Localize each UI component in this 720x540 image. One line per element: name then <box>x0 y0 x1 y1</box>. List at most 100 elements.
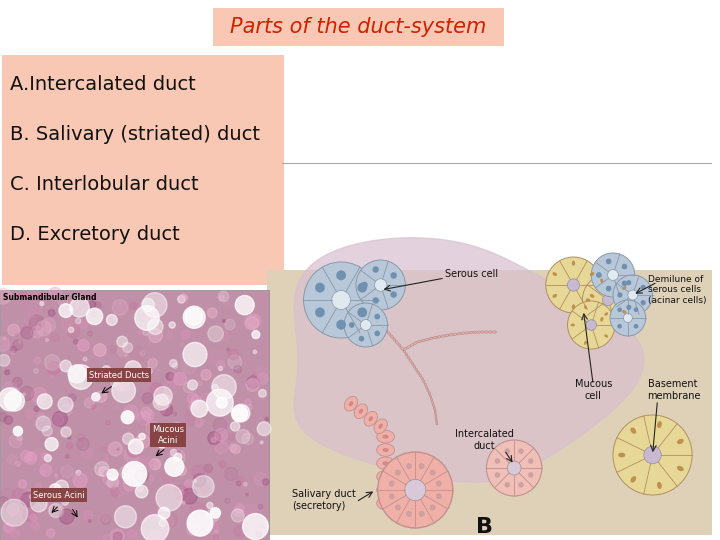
Circle shape <box>88 331 92 336</box>
Circle shape <box>55 475 59 478</box>
Circle shape <box>122 342 132 353</box>
Circle shape <box>25 315 36 326</box>
Circle shape <box>17 435 22 441</box>
Circle shape <box>644 446 661 464</box>
Circle shape <box>173 363 178 368</box>
Circle shape <box>19 341 21 343</box>
Ellipse shape <box>390 335 393 338</box>
Ellipse shape <box>433 336 437 339</box>
Ellipse shape <box>382 501 389 505</box>
Circle shape <box>189 400 200 411</box>
Circle shape <box>359 336 364 341</box>
Ellipse shape <box>430 395 431 398</box>
Ellipse shape <box>379 323 382 326</box>
Circle shape <box>215 441 228 454</box>
Circle shape <box>157 369 159 371</box>
Circle shape <box>212 384 218 390</box>
Circle shape <box>13 340 23 350</box>
Circle shape <box>143 409 154 421</box>
Circle shape <box>158 514 174 529</box>
Ellipse shape <box>436 419 437 422</box>
Circle shape <box>237 477 243 482</box>
Circle shape <box>30 315 44 330</box>
Circle shape <box>37 394 52 409</box>
Circle shape <box>216 397 228 408</box>
Circle shape <box>245 399 251 406</box>
Circle shape <box>94 302 101 309</box>
Circle shape <box>390 272 397 279</box>
Ellipse shape <box>431 401 433 404</box>
Ellipse shape <box>478 332 479 333</box>
Circle shape <box>184 480 193 488</box>
Circle shape <box>107 477 119 488</box>
Circle shape <box>395 504 401 510</box>
Circle shape <box>77 438 89 450</box>
Circle shape <box>197 381 202 386</box>
Circle shape <box>170 373 177 380</box>
Ellipse shape <box>584 305 587 309</box>
Ellipse shape <box>422 378 423 379</box>
Circle shape <box>38 459 46 468</box>
Circle shape <box>405 480 426 501</box>
Circle shape <box>628 290 638 300</box>
Circle shape <box>140 350 145 356</box>
Circle shape <box>143 293 167 318</box>
Circle shape <box>107 469 118 480</box>
Ellipse shape <box>407 346 410 348</box>
Circle shape <box>69 520 74 525</box>
Circle shape <box>256 531 262 537</box>
Circle shape <box>130 302 137 309</box>
Circle shape <box>390 291 397 298</box>
Circle shape <box>180 294 187 301</box>
Circle shape <box>35 357 40 363</box>
Circle shape <box>3 337 6 340</box>
Circle shape <box>30 495 34 499</box>
Circle shape <box>304 262 379 338</box>
Circle shape <box>344 303 387 347</box>
Ellipse shape <box>428 392 431 395</box>
Circle shape <box>247 320 251 323</box>
Circle shape <box>215 428 228 441</box>
Circle shape <box>66 454 69 458</box>
Circle shape <box>505 448 510 454</box>
Circle shape <box>156 504 163 511</box>
Circle shape <box>117 336 127 347</box>
Circle shape <box>107 490 112 495</box>
Ellipse shape <box>489 331 492 333</box>
Circle shape <box>197 403 204 410</box>
Circle shape <box>204 464 212 472</box>
Circle shape <box>4 523 12 532</box>
Circle shape <box>220 465 222 468</box>
Circle shape <box>241 407 248 414</box>
Circle shape <box>192 395 201 405</box>
Circle shape <box>135 485 148 498</box>
Circle shape <box>372 297 379 303</box>
Circle shape <box>528 458 534 464</box>
Circle shape <box>157 460 159 462</box>
Ellipse shape <box>584 341 587 345</box>
Ellipse shape <box>379 324 381 325</box>
Circle shape <box>81 447 93 458</box>
Circle shape <box>161 469 175 483</box>
Circle shape <box>36 321 51 336</box>
Circle shape <box>0 388 22 411</box>
Circle shape <box>45 355 60 370</box>
Circle shape <box>13 377 22 387</box>
Circle shape <box>31 522 40 531</box>
Circle shape <box>91 405 96 409</box>
Circle shape <box>187 510 213 536</box>
Circle shape <box>58 496 66 504</box>
Circle shape <box>374 314 380 320</box>
Circle shape <box>613 415 692 495</box>
Ellipse shape <box>431 398 433 401</box>
Circle shape <box>26 410 35 419</box>
Circle shape <box>228 355 242 369</box>
Circle shape <box>252 330 260 339</box>
Circle shape <box>173 492 177 497</box>
Circle shape <box>137 485 143 492</box>
Circle shape <box>389 481 395 487</box>
Circle shape <box>0 424 11 441</box>
Circle shape <box>30 514 37 521</box>
Circle shape <box>171 422 184 436</box>
Circle shape <box>114 506 136 528</box>
